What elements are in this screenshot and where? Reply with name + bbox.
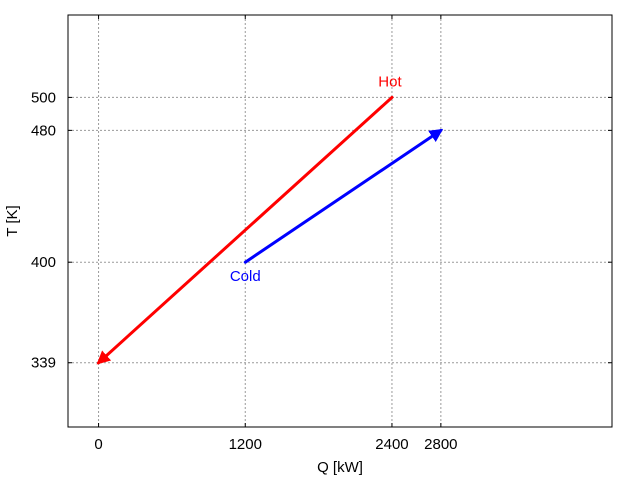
series-layer	[96, 95, 444, 365]
y-tick-label: 480	[31, 122, 56, 139]
cold-stream-line	[243, 128, 444, 264]
y-axis-title: T [K]	[4, 205, 21, 236]
plot-frame	[67, 14, 613, 428]
y-tick-label: 500	[31, 89, 56, 106]
x-tick-label: 2400	[375, 436, 408, 453]
x-axis-title: Q [kW]	[317, 459, 363, 476]
hot-stream-line	[96, 95, 394, 365]
tick-layer	[68, 15, 612, 427]
hot-stream-label: Hot	[378, 73, 402, 90]
cold-stream-label: Cold	[230, 268, 261, 285]
y-tick-label: 339	[31, 355, 56, 372]
x-tick-label: 0	[94, 436, 102, 453]
label-layer: 0 1200 2400 2800 339 400 480 500 Hot Cold	[31, 73, 458, 453]
x-tick-label: 1200	[229, 436, 262, 453]
grid-layer	[68, 15, 612, 427]
x-tick-label: 2800	[424, 436, 457, 453]
y-tick-label: 400	[31, 254, 56, 271]
